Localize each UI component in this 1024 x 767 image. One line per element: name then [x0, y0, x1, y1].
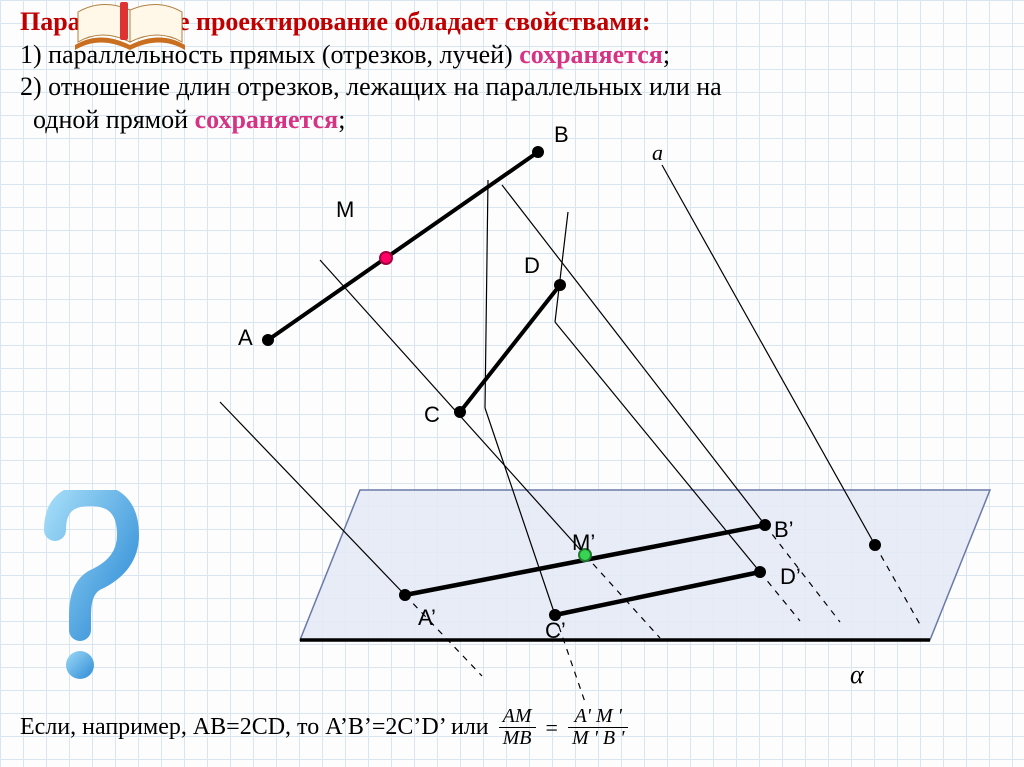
label-A: A: [238, 325, 253, 351]
label-B: B: [554, 122, 569, 148]
projection-diagram: [0, 0, 1024, 767]
label-Cp: C’: [545, 618, 566, 644]
label-M: M: [336, 197, 354, 223]
label-alpha: α: [850, 660, 864, 690]
bottom-statement: Если, например, AB=2CD, то A’B’=2C’D’ ил…: [20, 706, 628, 749]
label-Mp: M’: [572, 530, 595, 556]
label-a: a: [652, 140, 663, 166]
label-Ap: A’: [418, 605, 436, 631]
label-C: C: [424, 402, 440, 428]
label-Dp: D’: [780, 564, 801, 590]
label-D: D: [524, 253, 540, 279]
label-Bp: B’: [774, 517, 794, 543]
